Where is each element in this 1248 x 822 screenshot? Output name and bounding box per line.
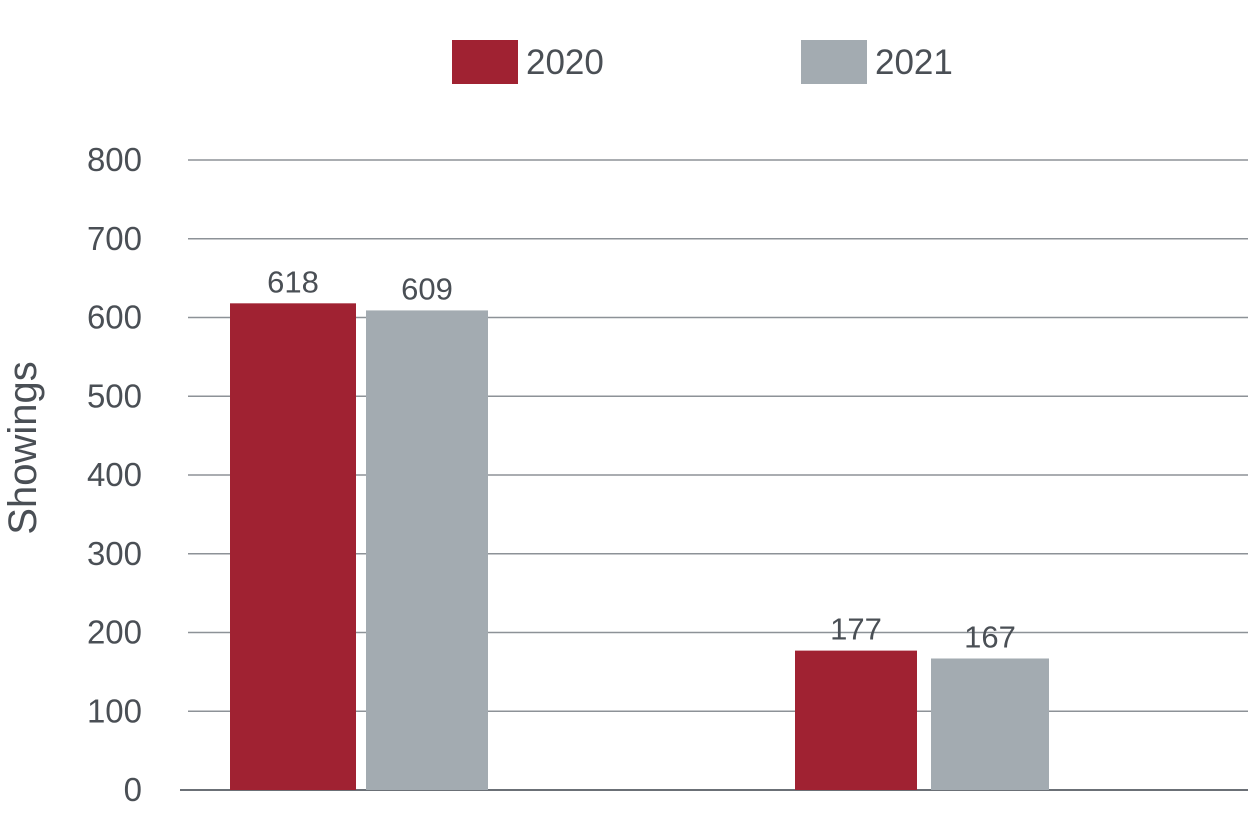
y-tick-label: 600 <box>87 299 142 336</box>
y-tick-labels: 0 100 200 300 400 500 600 700 800 <box>87 141 142 808</box>
data-label: 609 <box>401 271 453 306</box>
data-labels: 618 609 177 167 <box>267 264 1016 654</box>
bar-2020-2 <box>795 650 917 790</box>
y-tick-label: 0 <box>124 771 142 808</box>
y-tick-label: 300 <box>87 535 142 572</box>
gridlines <box>180 159 1248 791</box>
data-label: 618 <box>267 264 319 299</box>
legend-swatch-2021 <box>801 40 867 84</box>
bars <box>230 303 1049 790</box>
legend-label-2021: 2021 <box>875 43 953 82</box>
y-tick-label: 700 <box>87 220 142 257</box>
legend-swatch-2020 <box>452 40 518 84</box>
y-tick-label: 100 <box>87 692 142 729</box>
y-tick-label: 800 <box>87 141 142 178</box>
y-axis-label: Showings <box>1 361 45 534</box>
legend-label-2020: 2020 <box>526 43 604 82</box>
y-tick-label: 400 <box>87 456 142 493</box>
bar-2020-1 <box>230 303 356 790</box>
bar-2021-2 <box>931 658 1049 790</box>
data-label: 167 <box>964 619 1016 654</box>
y-tick-label: 500 <box>87 377 142 414</box>
legend: 2020 2021 <box>452 40 953 84</box>
y-tick-label: 200 <box>87 614 142 651</box>
bar-2021-1 <box>366 310 488 790</box>
data-label: 177 <box>830 612 882 647</box>
